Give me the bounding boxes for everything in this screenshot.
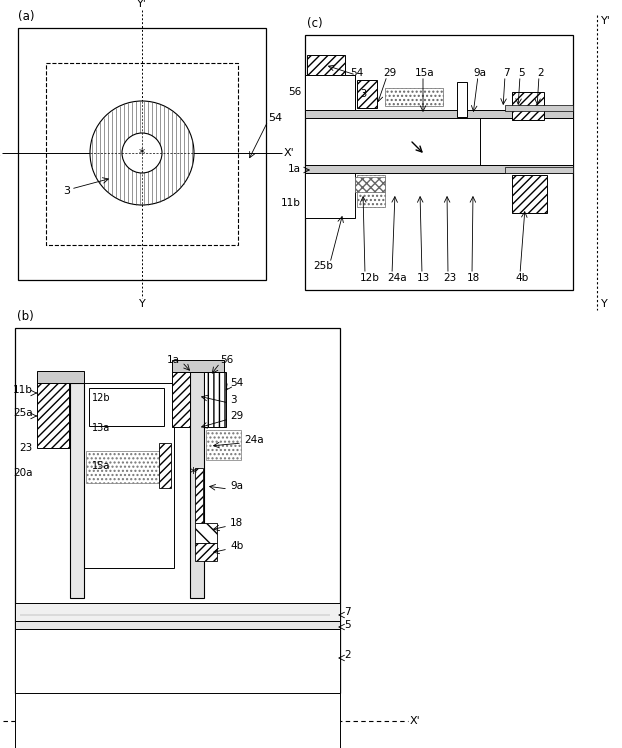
- Bar: [505, 105, 573, 111]
- Text: 11b: 11b: [281, 198, 301, 208]
- Bar: [15, 629, 340, 748]
- Text: (c): (c): [307, 16, 323, 29]
- Bar: [70, 383, 84, 598]
- Bar: [46, 63, 238, 245]
- Text: 24a: 24a: [387, 273, 407, 283]
- Text: 3: 3: [360, 89, 366, 99]
- Text: 12b: 12b: [360, 273, 380, 283]
- Text: 9a: 9a: [230, 481, 243, 491]
- Bar: [18, 28, 266, 280]
- Bar: [195, 468, 203, 523]
- Text: (b): (b): [17, 310, 34, 322]
- Bar: [195, 543, 217, 561]
- Bar: [89, 388, 164, 426]
- Text: 29: 29: [230, 411, 243, 421]
- Circle shape: [122, 133, 162, 173]
- Bar: [512, 175, 547, 213]
- Bar: [512, 92, 544, 120]
- Text: 4b: 4b: [230, 541, 243, 551]
- Bar: [84, 383, 174, 568]
- Text: X': X': [284, 148, 295, 158]
- Text: 18: 18: [467, 273, 480, 283]
- Bar: [457, 82, 467, 117]
- Text: 4b: 4b: [515, 273, 528, 283]
- Text: 3: 3: [230, 395, 236, 405]
- Text: 3: 3: [63, 186, 70, 196]
- Text: Y': Y': [601, 16, 611, 26]
- Bar: [15, 629, 340, 693]
- Text: 5: 5: [518, 68, 524, 78]
- Bar: [15, 621, 340, 629]
- Text: 2: 2: [537, 68, 544, 78]
- Bar: [355, 177, 385, 192]
- Text: 54: 54: [350, 68, 363, 78]
- Text: 25a: 25a: [14, 408, 33, 418]
- Text: 29: 29: [383, 68, 396, 78]
- Bar: [357, 80, 377, 108]
- Bar: [305, 173, 355, 218]
- Bar: [190, 368, 204, 598]
- Text: 2: 2: [344, 650, 351, 660]
- Bar: [172, 360, 224, 372]
- Text: 25b: 25b: [313, 261, 333, 271]
- Bar: [305, 75, 355, 110]
- Text: 56: 56: [288, 87, 301, 97]
- Bar: [206, 430, 241, 460]
- Bar: [357, 175, 385, 207]
- Text: Y: Y: [139, 299, 146, 309]
- Bar: [305, 110, 573, 118]
- Bar: [37, 371, 84, 383]
- Text: 23: 23: [20, 443, 33, 453]
- Text: 12b: 12b: [92, 393, 111, 403]
- Bar: [15, 603, 340, 621]
- Text: *: *: [139, 147, 145, 159]
- Text: 13: 13: [417, 273, 430, 283]
- Bar: [505, 167, 573, 173]
- Bar: [307, 55, 345, 75]
- Text: 54: 54: [268, 113, 282, 123]
- Text: 23: 23: [443, 273, 457, 283]
- Text: X': X': [410, 716, 420, 726]
- Bar: [15, 328, 340, 693]
- Text: Y: Y: [601, 299, 608, 309]
- Text: 24a: 24a: [244, 435, 264, 445]
- Text: 18: 18: [230, 518, 243, 528]
- Text: 11b: 11b: [13, 385, 33, 395]
- Text: 9a: 9a: [473, 68, 486, 78]
- Text: 1a: 1a: [167, 355, 180, 365]
- Text: 15a: 15a: [92, 461, 110, 471]
- Bar: [305, 165, 573, 173]
- Text: 56: 56: [220, 355, 233, 365]
- Text: *: *: [190, 466, 197, 480]
- Text: 5: 5: [344, 620, 351, 630]
- Bar: [385, 88, 443, 106]
- Bar: [86, 451, 166, 483]
- Text: Y': Y': [137, 0, 147, 9]
- Bar: [172, 372, 190, 427]
- Text: 20a: 20a: [14, 468, 33, 478]
- Text: 7: 7: [503, 68, 509, 78]
- Text: (a): (a): [18, 10, 34, 22]
- Bar: [204, 372, 226, 427]
- Text: 15a: 15a: [415, 68, 435, 78]
- Bar: [480, 118, 573, 165]
- Text: 1a: 1a: [288, 164, 301, 174]
- Bar: [195, 523, 217, 543]
- Text: 54: 54: [230, 378, 243, 388]
- Text: 13a: 13a: [92, 423, 110, 433]
- Circle shape: [90, 101, 194, 205]
- Bar: [159, 443, 171, 488]
- Text: 7: 7: [344, 607, 351, 617]
- Bar: [37, 383, 69, 448]
- Bar: [305, 35, 573, 290]
